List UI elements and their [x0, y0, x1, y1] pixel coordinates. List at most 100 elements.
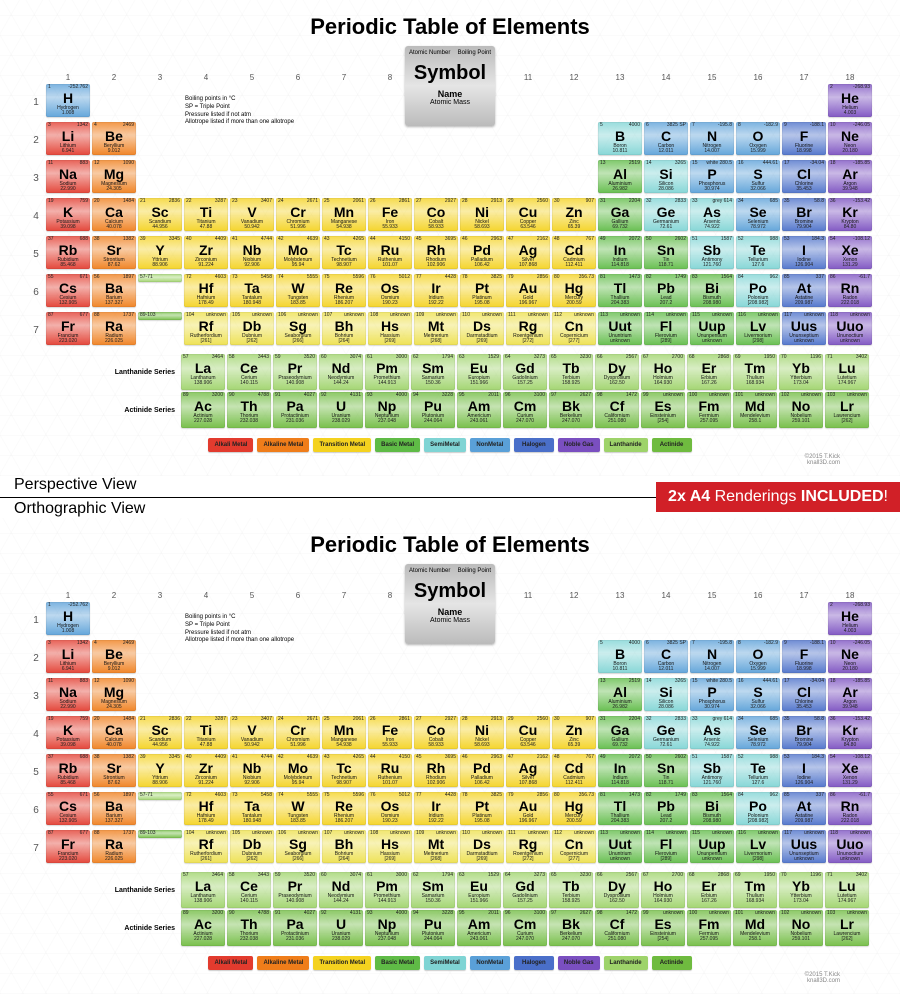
atomic-mass: 72.61 — [646, 225, 686, 230]
element-Cm: 963100 Cm Curium 247.070 — [503, 910, 547, 946]
orthographic-table: Periodic Table of Elements12345678910111… — [0, 518, 900, 994]
atomic-mass: 131.29 — [830, 781, 870, 786]
atomic-number: 77 — [416, 275, 422, 280]
boiling-point: 2469 — [123, 123, 134, 128]
symbol: Tb — [551, 361, 591, 375]
symbol: Rb — [48, 761, 88, 775]
symbol: Mo — [278, 243, 318, 257]
atomic-mass: 144.24 — [321, 381, 361, 386]
legend-alkaline: Alkaline Metal — [257, 438, 309, 452]
atomic-number: 7 — [692, 123, 695, 128]
element-Fl: 114unknown Fl Flerovium [289] — [644, 312, 688, 345]
boiling-point: 2602 — [675, 237, 686, 242]
atomic-number: 104 — [186, 831, 194, 836]
atomic-number: 15 — [692, 679, 698, 684]
boiling-point: 2861 — [399, 717, 410, 722]
atomic-mass: 112.411 — [554, 781, 594, 786]
symbol: U — [321, 399, 361, 413]
atomic-mass: 51.996 — [278, 225, 318, 230]
element-Uuo: 118unknown Uuo Ununoctium unknown — [828, 830, 872, 863]
atomic-number: 100 — [689, 911, 697, 916]
boiling-point: 2162 — [537, 755, 548, 760]
atomic-number: 19 — [48, 717, 54, 722]
boiling-point: 3265 — [675, 161, 686, 166]
element-Ar: 18-185.85 Ar Argon 39.948 — [828, 678, 872, 711]
atomic-mass: 209.987 — [784, 819, 824, 824]
symbol: Xe — [830, 761, 870, 775]
symbol: Ge — [646, 205, 686, 219]
boiling-point: -195.8 — [718, 641, 732, 646]
symbol: Ga — [600, 205, 640, 219]
atomic-number: 89 — [183, 393, 189, 398]
boiling-point: 685 — [770, 717, 778, 722]
atomic-mass: 40.078 — [94, 225, 134, 230]
atomic-number: 61 — [367, 873, 373, 878]
symbol: Zr — [186, 243, 226, 257]
atomic-number: 51 — [692, 755, 698, 760]
atomic-number: 50 — [646, 755, 652, 760]
atomic-mass: 137.327 — [94, 819, 134, 824]
symbol: Fe — [370, 723, 410, 737]
atomic-mass: 101.07 — [370, 263, 410, 268]
period-label-6: 6 — [28, 287, 44, 298]
atomic-number: 92 — [321, 911, 327, 916]
atomic-mass: 79.904 — [784, 225, 824, 230]
atomic-number: 30 — [554, 717, 560, 722]
group-label-15: 15 — [690, 591, 734, 600]
boiling-point: 5555 — [307, 793, 318, 798]
atomic-number: 108 — [370, 831, 378, 836]
atomic-number: 16 — [738, 679, 744, 684]
atomic-mass: 44.956 — [140, 743, 180, 748]
boiling-point: 907 — [586, 717, 594, 722]
element-Uus: 117unknown Uus Ununseptium unknown — [782, 312, 826, 345]
atomic-mass: 91.224 — [186, 263, 226, 268]
atomic-number: 62 — [413, 355, 419, 360]
atomic-mass: 243.061 — [459, 937, 499, 942]
atomic-number: 35 — [784, 199, 790, 204]
atomic-mass: 186.207 — [324, 819, 364, 824]
element-Ir: 774428 Ir Iridium 192.22 — [414, 792, 458, 825]
atomic-number: 101 — [735, 911, 743, 916]
element-Cl: 17-34.04 Cl Chlorine 35.453 — [782, 678, 826, 711]
atomic-number: 72 — [186, 793, 192, 798]
atomic-number: 4 — [94, 123, 97, 128]
atomic-mass: 58.933 — [416, 225, 456, 230]
symbol: Y — [140, 243, 180, 257]
atomic-mass: 222.018 — [830, 819, 870, 824]
atomic-number: 94 — [413, 911, 419, 916]
atomic-mass: 10.811 — [600, 149, 640, 154]
group-label-16: 16 — [736, 73, 780, 82]
boiling-point: 3402 — [856, 873, 867, 878]
symbol: Sn — [646, 243, 686, 257]
symbol: Pr — [275, 879, 315, 893]
atomic-mass: [298] — [738, 857, 778, 862]
period-label-5: 5 — [28, 249, 44, 260]
boiling-point: 883 — [80, 679, 88, 684]
atomic-number: 29 — [508, 199, 514, 204]
element-Sr: 381382 Sr Strontium 87.62 — [92, 754, 136, 787]
boiling-point: 3287 — [215, 717, 226, 722]
element-Yb: 701196 Yb Ytterbium 173.04 — [779, 872, 823, 908]
symbol: Ge — [646, 723, 686, 737]
atomic-mass: 247.070 — [551, 937, 591, 942]
atomic-number: 98 — [597, 393, 603, 398]
element-Sm: 621794 Sm Samarium 150.36 — [411, 872, 455, 908]
period-label-7: 7 — [28, 325, 44, 336]
boiling-point: 2868 — [718, 873, 729, 878]
element-Os: 765012 Os Osmium 190.23 — [368, 274, 412, 307]
atomic-number: 44 — [370, 237, 376, 242]
element-Nb: 414744 Nb Niobium 92.906 — [230, 236, 274, 269]
symbol: Mt — [416, 319, 456, 333]
symbol: B — [600, 129, 640, 143]
element-Ds: 110unknown Ds Darmstadtium [269] — [460, 830, 504, 863]
actinide-label: Actinide Series — [99, 925, 179, 932]
symbol: Es — [643, 399, 683, 413]
atomic-mass: 20.180 — [830, 667, 870, 672]
atomic-mass: 107.868 — [508, 263, 548, 268]
atomic-mass: 237.048 — [367, 419, 407, 424]
atomic-mass: [261] — [186, 857, 226, 862]
symbol: Pm — [367, 361, 407, 375]
element-As: 33grey 614 As Arsenic 74.922 — [690, 716, 734, 749]
element-Po: 84962 Po Polonium [208.982] — [736, 792, 780, 825]
atomic-mass: 144.913 — [367, 381, 407, 386]
